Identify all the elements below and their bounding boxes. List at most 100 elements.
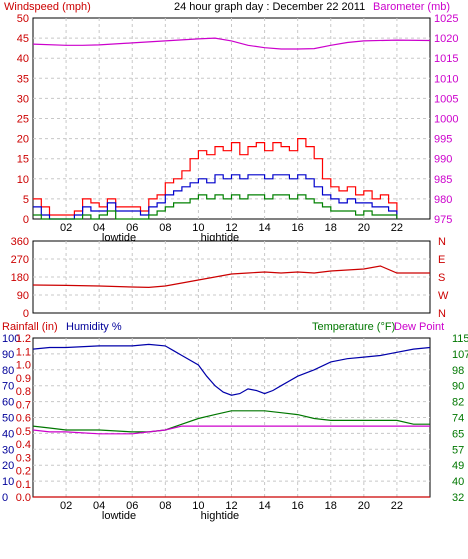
panel3-temp-tick-label: 49 [452, 460, 464, 472]
panel3-rain-tick-label: 0.5 [16, 426, 31, 438]
panel3-rain-title: Rainfall (in) [2, 321, 58, 333]
panel3-x-tick-label: 22 [391, 500, 403, 512]
panel1-x-tick-label: 16 [292, 222, 304, 234]
panel3-humidity-title: Humidity % [66, 321, 122, 333]
panel1-left-tick-label: 0 [23, 214, 29, 226]
panel3-temp-tick-label: 40 [452, 476, 464, 488]
panel1-right-tick-label: 980 [434, 194, 452, 206]
panel1-right-tick-label: 1020 [434, 33, 458, 45]
panel3-x-tick-label: 18 [325, 500, 337, 512]
panel1-right-tick-label: 1000 [434, 114, 458, 126]
panel2-left-tick-label: 270 [11, 254, 29, 266]
panel3-humidity-tick-label: 80 [2, 365, 14, 377]
panel3-rain-tick-label: 0.4 [16, 439, 31, 451]
panel1-left-tick-label: 10 [17, 174, 29, 186]
panel3-x-tick-label: 20 [358, 500, 370, 512]
panel3-rain-tick-label: 1.0 [16, 360, 31, 372]
panel3-dew-title: Dew Point [394, 321, 444, 333]
panel3-temp-tick-label: 65 [452, 428, 464, 440]
panel2-right-tick-label: N [438, 308, 446, 320]
panel3-humidity-tick-label: 70 [2, 381, 14, 393]
panel1-x-tick-label: 10 [192, 222, 204, 234]
panel2-right-tick-label: E [438, 254, 445, 266]
panel3-tide-label: lowtide [102, 510, 136, 522]
panel2-right-tick-label: N [438, 236, 446, 248]
panel2-left-tick-label: 90 [17, 290, 29, 302]
panel1-right-tick-label: 1010 [434, 73, 458, 85]
panel3-rain-tick-label: 0.8 [16, 386, 31, 398]
panel3-rain-tick-label: 0.3 [16, 452, 31, 464]
panel1-left-tick-label: 30 [17, 93, 29, 105]
panel3-humidity-tick-label: 40 [2, 428, 14, 440]
panel3-temp-tick-label: 57 [452, 444, 464, 456]
panel1-x-tick-label: 20 [358, 222, 370, 234]
panel3-rain-tick-label: 0.0 [16, 492, 31, 504]
panel2-left-tick-label: 0 [23, 308, 29, 320]
panel3-humidity-tick-label: 0 [2, 492, 8, 504]
panel2-left-tick-label: 180 [11, 272, 29, 284]
dewpoint-line [32, 425, 430, 435]
panel2-right-tick-label: S [438, 272, 445, 284]
panel3-humidity-tick-label: 10 [2, 476, 14, 488]
panel1-left-tick-label: 50 [17, 13, 29, 25]
wind-direction-line [32, 265, 430, 289]
panel3-rain-tick-label: 0.9 [16, 373, 31, 385]
panel1-right-tick-label: 990 [434, 154, 452, 166]
panel2-right-tick-label: W [438, 290, 449, 302]
panel1-right-title: Barometer (mb) [373, 1, 450, 13]
page-title: 24 hour graph day : December 22 2011 [174, 1, 365, 13]
panel1-x-tick-label: 22 [391, 222, 403, 234]
temperature-line [32, 410, 430, 433]
panel1-left-tick-label: 5 [23, 194, 29, 206]
panel3-humidity-tick-label: 30 [2, 444, 14, 456]
panel1-right-tick-label: 985 [434, 174, 452, 186]
wind_average-line [33, 174, 398, 220]
panel3-temp-tick-label: 90 [452, 381, 464, 393]
panel1-right-tick-label: 1015 [434, 53, 458, 65]
barometer-line [32, 37, 431, 50]
panel3-humidity-tick-label: 100 [2, 333, 20, 345]
panel1-right-tick-label: 1025 [434, 13, 458, 25]
panel3-rain-tick-label: 0.6 [16, 413, 31, 425]
panel3-humidity-tick-label: 50 [2, 413, 14, 425]
panel3-tide-label: hightide [201, 510, 240, 522]
panel3-x-tick-label: 08 [159, 500, 171, 512]
panel3-rain-tick-label: 1.2 [16, 333, 31, 345]
panel1-left-tick-label: 35 [17, 73, 29, 85]
panel2-left-tick-label: 360 [11, 236, 29, 248]
panel3-rain-tick-label: 0.7 [16, 399, 31, 411]
panel1-left-tick-label: 20 [17, 134, 29, 146]
panel3-x-tick-label: 14 [258, 500, 270, 512]
wind_minimum-line [33, 194, 398, 220]
panel3-x-tick-label: 10 [192, 500, 204, 512]
panel3-x-tick-label: 06 [126, 500, 138, 512]
panel3-x-tick-label: 12 [225, 500, 237, 512]
panel1-left-tick-label: 25 [17, 114, 29, 126]
panel3-temp-tick-label: 32 [452, 492, 464, 504]
panel3-rain-tick-label: 0.1 [16, 479, 31, 491]
panel3-temp-tick-label: 107 [452, 349, 468, 361]
panel3-temp-tick-label: 115 [452, 333, 468, 345]
panel3-temp-title: Temperature (°F) [312, 321, 395, 333]
panel1-x-tick-label: 02 [60, 222, 72, 234]
panel3-x-tick-label: 02 [60, 500, 72, 512]
panel3-temp-tick-label: 98 [452, 365, 464, 377]
panel1-left-tick-label: 40 [17, 53, 29, 65]
panel1-right-tick-label: 1005 [434, 93, 458, 105]
panel3-temp-tick-label: 74 [452, 413, 464, 425]
panel3-temp-tick-label: 82 [452, 397, 464, 409]
panel1-x-tick-label: 14 [258, 222, 270, 234]
panel3-rain-tick-label: 0.2 [16, 466, 31, 478]
panel1-left-tick-label: 45 [17, 33, 29, 45]
humidity-line [32, 343, 431, 396]
panel1-left-tick-label: 15 [17, 154, 29, 166]
panel3-humidity-tick-label: 90 [2, 349, 14, 361]
panel3-humidity-tick-label: 20 [2, 460, 14, 472]
panel1-x-tick-label: 06 [126, 222, 138, 234]
panel1-x-tick-label: 18 [325, 222, 337, 234]
panel3-x-tick-label: 16 [292, 500, 304, 512]
panel1-x-tick-label: 08 [159, 222, 171, 234]
panel3-humidity-tick-label: 60 [2, 397, 14, 409]
panel1-left-title: Windspeed (mph) [4, 1, 91, 13]
